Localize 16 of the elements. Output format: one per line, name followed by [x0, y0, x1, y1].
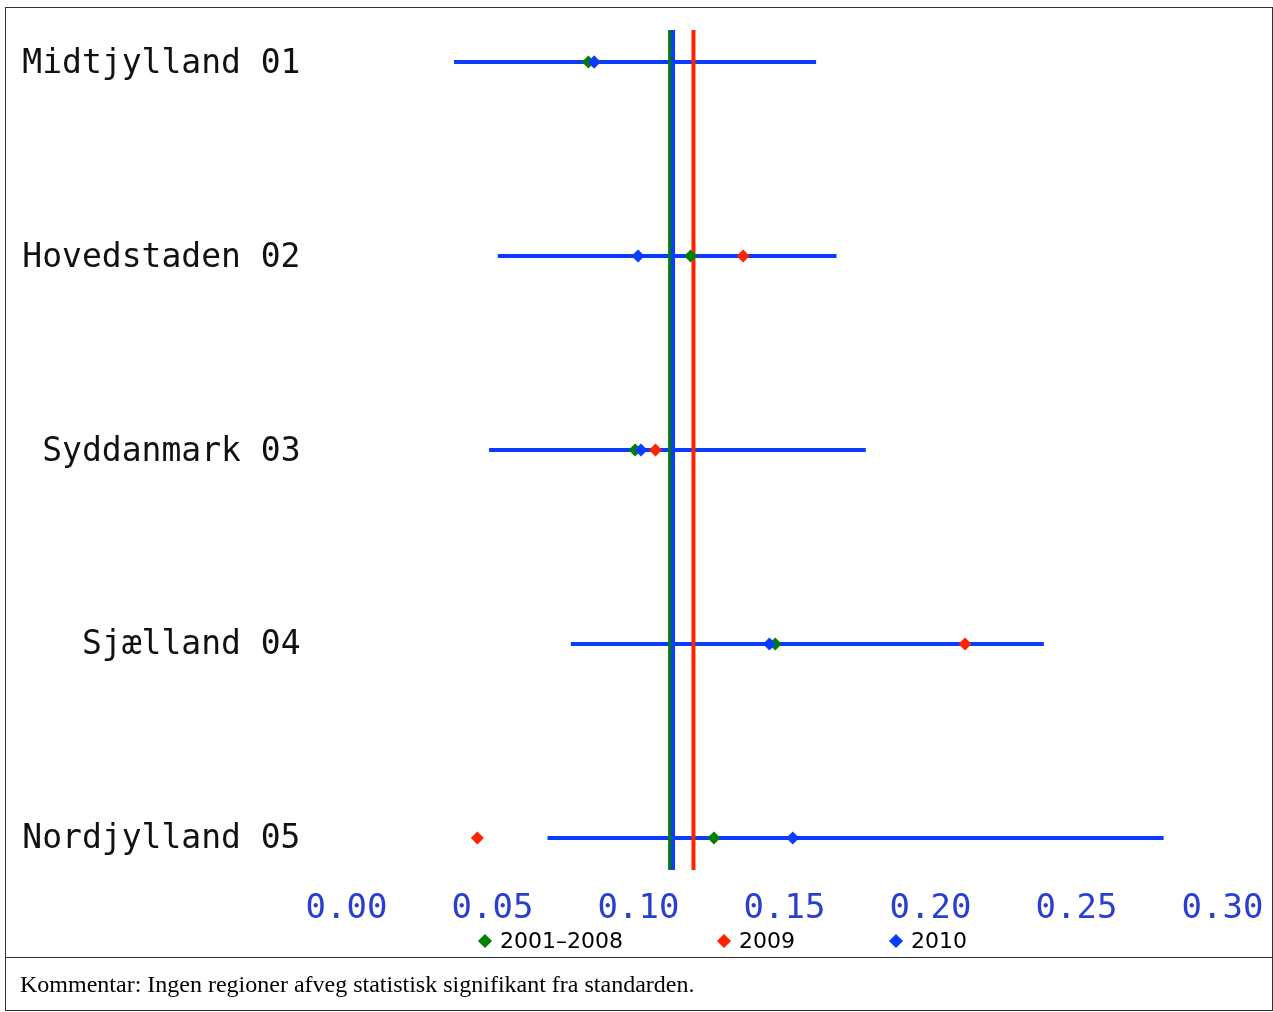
text: Kommentar: Ingen regioner afveg statistisk signifikant fra standarden. — [6, 957, 1272, 1010]
y-tick-label: Hovedstaden 02 — [22, 235, 301, 275]
legend-label: 2010 — [911, 928, 967, 953]
x-tick-label: 0.05 — [451, 885, 534, 926]
y-tick-label: Midtjylland 01 — [22, 41, 301, 81]
x-tick-label: 0.10 — [597, 885, 680, 926]
y-tick-label: Nordjylland 05 — [22, 817, 301, 857]
x-tick-label: 0.15 — [743, 885, 826, 926]
legend-label: 2001–2008 — [500, 928, 623, 953]
y-tick-label: Sjælland 04 — [81, 623, 301, 663]
legend-label: 2009 — [739, 928, 795, 953]
x-tick-label: 0.30 — [1181, 885, 1264, 926]
x-tick-label: 0.25 — [1035, 885, 1118, 926]
y-tick-label: Syddanmark 03 — [42, 429, 301, 469]
x-tick-label: 0.20 — [889, 885, 972, 926]
x-tick-label: 0.00 — [305, 885, 388, 926]
